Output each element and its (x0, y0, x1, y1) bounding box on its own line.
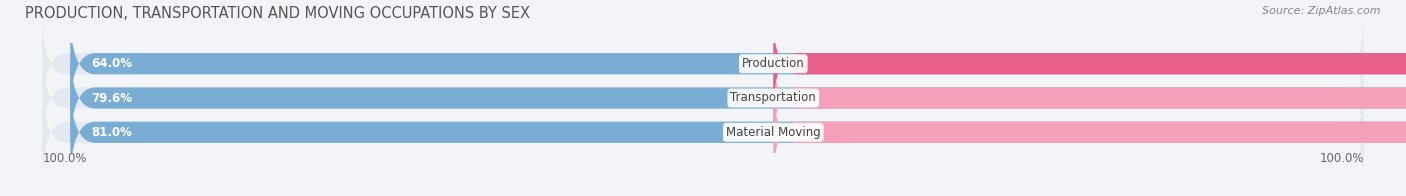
Text: 100.0%: 100.0% (42, 152, 87, 164)
FancyBboxPatch shape (42, 13, 1364, 115)
Text: 81.0%: 81.0% (91, 126, 132, 139)
FancyBboxPatch shape (773, 81, 1406, 183)
FancyBboxPatch shape (70, 13, 1406, 115)
FancyBboxPatch shape (773, 47, 1406, 149)
Text: 79.6%: 79.6% (91, 92, 132, 104)
Text: Material Moving: Material Moving (725, 126, 821, 139)
Text: Transportation: Transportation (731, 92, 815, 104)
FancyBboxPatch shape (42, 47, 1364, 149)
Text: Production: Production (742, 57, 804, 70)
FancyBboxPatch shape (773, 13, 1406, 115)
FancyBboxPatch shape (70, 47, 1406, 149)
Text: 100.0%: 100.0% (1319, 152, 1364, 164)
Text: PRODUCTION, TRANSPORTATION AND MOVING OCCUPATIONS BY SEX: PRODUCTION, TRANSPORTATION AND MOVING OC… (25, 6, 530, 21)
Text: Source: ZipAtlas.com: Source: ZipAtlas.com (1263, 6, 1381, 16)
Text: 64.0%: 64.0% (91, 57, 132, 70)
FancyBboxPatch shape (70, 81, 1406, 183)
FancyBboxPatch shape (42, 81, 1364, 183)
